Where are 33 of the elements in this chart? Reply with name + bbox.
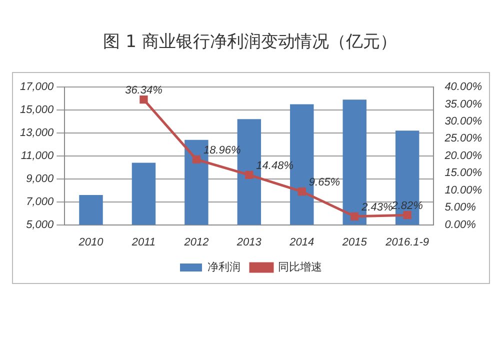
point [192,155,201,164]
data-label: 36.34% [125,84,163,97]
x-tick-label: 2014 [288,236,314,248]
y-tick-label: 15,000 [20,104,55,116]
point [403,211,412,220]
x-tick-label: 2010 [78,236,104,248]
x-tick-label: 2012 [183,236,209,248]
x-tick-label: 2013 [236,236,262,248]
y-tick-label: 11,000 [20,150,55,162]
legend-label: 净利润 [208,260,240,274]
y2-tick-label: 25.00% [444,132,482,145]
y-tick-label: 13,000 [20,126,55,139]
y2-tick-label: 35.00% [444,98,482,110]
y2-tick-label: 30.00% [444,116,482,128]
y-tick-label: 5,000 [26,218,55,231]
point [140,96,148,104]
point [350,212,359,221]
point [245,170,254,179]
x-tick-label: 2011 [130,236,156,248]
point [298,187,306,196]
y2-tick-label: 10.00% [444,184,482,196]
y2-tick-label: 40.00% [444,81,482,94]
y2-tick-label: 20.00% [444,150,482,162]
legend-label: 同比增速 [278,260,322,274]
y2-tick-label: 15.00% [444,167,482,180]
y2-tick-label: 5.00% [444,202,476,214]
y-tick-label: 17,000 [20,81,55,94]
x-tick-label: 2016.1-9 [384,236,430,248]
y2-tick-label: 0.00% [444,218,476,231]
chart-title: 图 1 商业银行净利润变动情况（亿元） [102,31,398,53]
y-tick-label: 7,000 [26,196,55,208]
y-tick-label: 9,000 [26,172,55,185]
x-tick-label: 2015 [341,236,368,248]
